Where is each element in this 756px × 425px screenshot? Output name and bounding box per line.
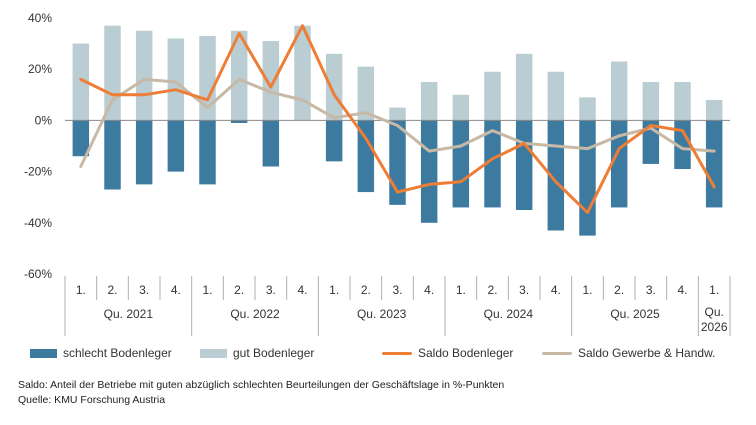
x-group-label: Qu. 2024 bbox=[484, 307, 534, 321]
bar-schlecht bbox=[357, 120, 375, 193]
y-tick-label: 20% bbox=[28, 62, 52, 76]
x-tick-label: 1. bbox=[709, 283, 719, 297]
x-tick-label: 4. bbox=[171, 283, 181, 297]
bar-schlecht bbox=[135, 120, 153, 185]
chart-area: 40% 20% 0% -20% -40% -60% 1. 2. 3. 4. 1. 2. 3. 4. 1. 2… bbox=[24, 11, 731, 336]
y-tick-label: -20% bbox=[24, 165, 52, 179]
bar-schlecht bbox=[199, 120, 216, 185]
bar-schlecht bbox=[325, 120, 343, 162]
bar-gut bbox=[484, 71, 501, 121]
bar-schlecht bbox=[104, 120, 121, 190]
bar-schlecht bbox=[547, 120, 565, 231]
legend-label-schlecht: schlecht Bodenleger bbox=[63, 346, 172, 360]
bar-gut bbox=[294, 25, 311, 121]
legend-swatch-saldo-gewerbe bbox=[542, 351, 572, 355]
bar-schlecht bbox=[167, 120, 185, 172]
x-tick-label: 4. bbox=[297, 283, 307, 297]
legend-label-saldo-bodenleger: Saldo Bodenleger bbox=[418, 346, 514, 360]
bar-gut bbox=[262, 41, 280, 121]
y-tick-label: 40% bbox=[28, 11, 52, 25]
bar-gut bbox=[135, 30, 153, 121]
legend-item-schlecht: schlecht Bodenleger bbox=[30, 343, 172, 363]
x-tick-label: 4. bbox=[551, 283, 561, 297]
x-tick-label: 1. bbox=[202, 283, 212, 297]
bars-gut bbox=[72, 25, 723, 121]
legend-swatch-gut bbox=[200, 348, 227, 358]
bar-gut bbox=[357, 66, 375, 121]
bar-gut bbox=[674, 82, 691, 121]
bars-schlecht bbox=[72, 120, 723, 236]
x-tick-label: 3. bbox=[139, 283, 149, 297]
bar-gut bbox=[642, 82, 660, 121]
x-group-label: Qu. 2025 bbox=[610, 307, 660, 321]
note-saldo: Saldo: Anteil der Betriebe mit guten abz… bbox=[18, 379, 505, 391]
y-tick-label: 0% bbox=[35, 113, 53, 127]
x-tick-label: 2. bbox=[361, 283, 371, 297]
bar-gut bbox=[515, 53, 533, 121]
legend-item-saldo-gewerbe: Saldo Gewerbe & Handw. bbox=[542, 343, 715, 363]
bar-gut bbox=[325, 53, 343, 121]
legend-label-saldo-gewerbe: Saldo Gewerbe & Handw. bbox=[578, 346, 716, 360]
y-tick-label: -60% bbox=[24, 267, 52, 281]
legend-item-gut: gut Bodenleger bbox=[200, 343, 314, 363]
x-group-label: Qu. 2022 bbox=[230, 307, 280, 321]
x-group-label: Qu. 2021 bbox=[104, 307, 154, 321]
bar-gut bbox=[610, 61, 628, 121]
x-group-label: Qu. 2023 bbox=[357, 307, 407, 321]
legend-label-gut: gut Bodenleger bbox=[233, 346, 315, 360]
y-axis: 40% 20% 0% -20% -40% -60% bbox=[24, 11, 52, 281]
x-tick-label: 4. bbox=[677, 283, 687, 297]
bar-gut bbox=[420, 82, 438, 121]
x-axis: 1. 2. 3. 4. 1. 2. 3. 4. 1. 2. 3. 4. 1. 2. 3. 4. 1. 2. 3. 4.… bbox=[64, 276, 731, 336]
bar-schlecht bbox=[230, 120, 248, 123]
footnotes: Saldo: Anteil der Betriebe mit guten abz… bbox=[18, 378, 504, 408]
bar-gut bbox=[72, 43, 90, 121]
legend-swatch-schlecht bbox=[30, 348, 57, 358]
x-tick-label: 1. bbox=[329, 283, 339, 297]
bar-gut bbox=[389, 107, 406, 121]
bar-gut bbox=[547, 71, 565, 121]
bar-schlecht bbox=[610, 120, 628, 208]
line-saldo-bodenleger bbox=[79, 24, 716, 215]
x-tick-label: 3. bbox=[392, 283, 402, 297]
x-tick-label: 2. bbox=[234, 283, 244, 297]
x-tick-label: 1. bbox=[456, 283, 466, 297]
line-saldo-gewerbe bbox=[79, 77, 716, 168]
x-tick-label: 4. bbox=[424, 283, 434, 297]
x-tick-label: 1. bbox=[582, 283, 592, 297]
x-tick-label: 1. bbox=[76, 283, 86, 297]
lines bbox=[79, 24, 716, 215]
legend-item-saldo-bodenleger: Saldo Bodenleger bbox=[382, 343, 513, 363]
bar-schlecht bbox=[72, 120, 90, 157]
note-quelle: Quelle: KMU Forschung Austria bbox=[18, 394, 166, 406]
legend-swatch-saldo-bodenleger bbox=[382, 351, 412, 355]
bar-gut bbox=[104, 25, 121, 121]
x-tick-label: 2. bbox=[107, 283, 117, 297]
bar-gut bbox=[579, 97, 596, 121]
bar-schlecht bbox=[705, 120, 723, 208]
x-group-label: Qu. 2026 bbox=[701, 305, 728, 334]
x-tick-label: 3. bbox=[266, 283, 276, 297]
bar-schlecht bbox=[420, 120, 438, 223]
y-tick-label: -40% bbox=[24, 216, 52, 230]
bar-schlecht bbox=[452, 120, 470, 208]
bar-schlecht bbox=[262, 120, 280, 167]
x-tick-label: 3. bbox=[646, 283, 656, 297]
bar-gut bbox=[705, 99, 723, 121]
bar-gut bbox=[167, 38, 185, 121]
bar-gut bbox=[452, 94, 470, 121]
legend: schlecht Bodenleger gut Bodenleger Saldo… bbox=[30, 343, 750, 363]
x-tick-label: 3. bbox=[519, 283, 529, 297]
x-tick-label: 2. bbox=[614, 283, 624, 297]
bar-gut bbox=[230, 30, 248, 121]
x-tick-label: 2. bbox=[487, 283, 497, 297]
bar-schlecht bbox=[484, 120, 501, 208]
bar-schlecht bbox=[674, 120, 691, 170]
bar-schlecht bbox=[579, 120, 596, 236]
bar-schlecht bbox=[515, 120, 533, 210]
